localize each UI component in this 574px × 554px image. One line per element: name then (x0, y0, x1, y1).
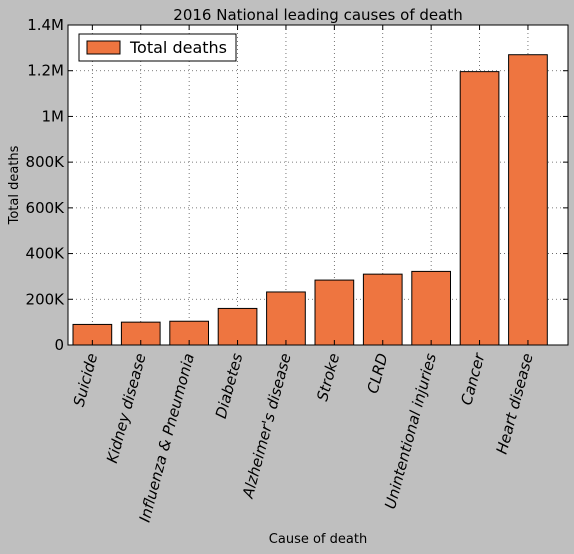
x-tick-label: Heart disease (493, 351, 537, 456)
bar (508, 54, 548, 346)
bar (217, 307, 258, 346)
y-tick-label: 1M (42, 107, 65, 125)
x-tick-label: Diabetes (212, 351, 247, 420)
x-tick-label: Stroke (313, 351, 343, 403)
y-tick-label: 600K (26, 199, 66, 217)
x-tick-label: Cancer (457, 351, 488, 407)
y-tick-label: 400K (26, 245, 66, 263)
bar (411, 270, 451, 346)
bar (362, 273, 403, 346)
x-tick-label: CLRD (364, 351, 392, 395)
plot-frame (67, 24, 569, 346)
x-axis-label: Cause of death (269, 532, 367, 547)
legend-swatch (86, 40, 121, 55)
y-axis-label: Total deaths (7, 145, 22, 225)
y-tick-label: 0 (54, 336, 64, 354)
legend-label: Total deaths (129, 38, 227, 57)
x-tick-label: Alzheimer's disease (239, 351, 295, 500)
bar (459, 71, 500, 346)
y-tick-label: 800K (26, 153, 66, 171)
y-tick-label: 1.4M (27, 16, 64, 34)
legend: Total deaths (78, 33, 237, 62)
bar (266, 291, 306, 346)
bar (314, 279, 355, 346)
bars (72, 54, 548, 346)
x-tick-label: Influenza & Pneumonia (136, 351, 198, 524)
y-tick-label: 1.2M (27, 62, 64, 80)
chart-title: 2016 National leading causes of death (173, 6, 462, 24)
y-axis-ticks: 0 200K 400K 600K 800K 1M 1.2M 1.4M (26, 16, 568, 354)
x-tick-label: Suicide (70, 351, 101, 408)
y-tick-label: 200K (26, 290, 66, 308)
x-tick-label: Kidney disease (103, 351, 150, 465)
x-tick-label: Unintentional injuries (381, 351, 440, 511)
